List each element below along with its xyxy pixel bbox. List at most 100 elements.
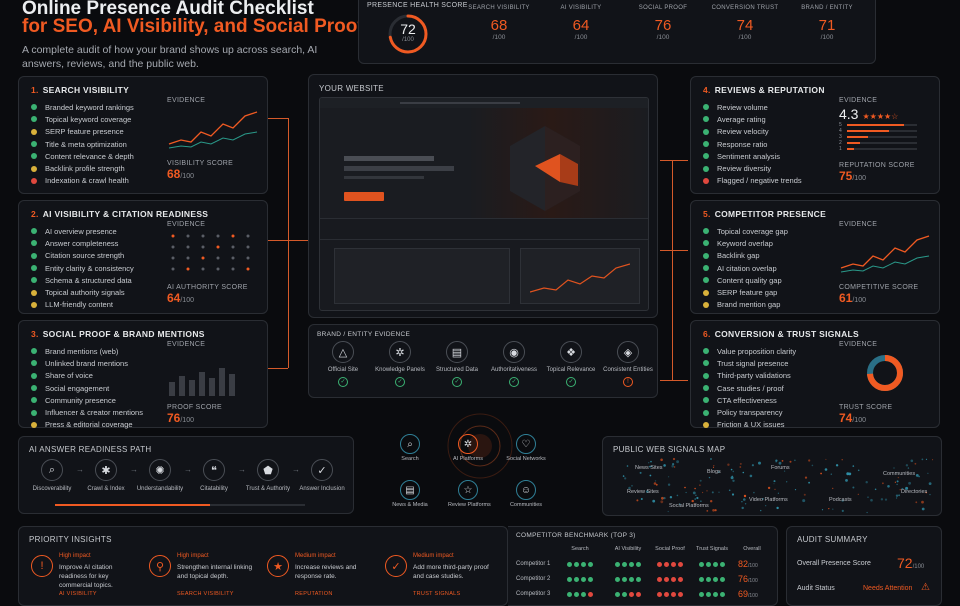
benchmark-dot <box>588 592 593 597</box>
path-step[interactable]: ❝ Citatability → <box>187 459 246 492</box>
checklist-item[interactable]: Branded keyword rankings <box>31 101 134 113</box>
path-step[interactable]: ✺ Understandability → <box>133 459 192 492</box>
warning-icon: ⚠ <box>921 582 930 593</box>
arrow-icon: → <box>238 465 246 474</box>
entity-item[interactable]: ◉ Authoritativeness ✓ <box>486 341 542 387</box>
audit-status-label: Audit Status <box>797 585 835 592</box>
checklist-item[interactable]: Topical keyword coverage <box>31 113 134 125</box>
checklist-item[interactable]: Friction & UX issues <box>703 419 796 431</box>
hub-node[interactable]: ☺ Communities <box>506 480 546 508</box>
checklist-item[interactable]: Review diversity <box>703 162 802 174</box>
checklist-item[interactable]: CTA effectiveness <box>703 394 796 406</box>
checklist-item[interactable]: Content relevance & depth <box>31 150 134 162</box>
checklist-item[interactable]: Unlinked brand mentions <box>31 357 143 369</box>
checklist-item[interactable]: Response ratio <box>703 138 802 150</box>
checklist-item[interactable]: SERP feature gap <box>703 286 788 298</box>
path-step[interactable]: ⬟ Trust & Authority → <box>241 459 300 492</box>
hub-node[interactable]: ☆ Review Platforms <box>448 480 491 508</box>
checklist-item[interactable]: Brand mentions (web) <box>31 345 143 357</box>
entity-item[interactable]: ❖ Topical Relevance ✓ <box>543 341 599 387</box>
signal-dot <box>654 480 657 482</box>
checklist-item-label: Friction & UX issues <box>717 420 785 430</box>
checklist-item[interactable]: Policy transparency <box>703 406 796 418</box>
readiness-progress-track <box>55 504 305 506</box>
health-item-label: BRAND / ENTITY <box>801 5 853 11</box>
path-step[interactable]: ✱ Crawl & Index → <box>79 459 138 492</box>
checklist-item[interactable]: Social engagement <box>31 382 143 394</box>
signal-dot <box>898 494 900 497</box>
checklist-item[interactable]: Third-party validations <box>703 370 796 382</box>
entity-item[interactable]: △ Official Site ✓ <box>315 341 371 387</box>
insight-icon: ! <box>31 555 53 577</box>
checklist-item[interactable]: Sentiment analysis <box>703 150 802 162</box>
hub-node[interactable]: ♡ Social Networks <box>506 434 546 462</box>
hub-node[interactable]: ▤ News & Media <box>390 480 430 508</box>
section-score: 64/100 <box>167 291 194 305</box>
checklist-item[interactable]: Backlink gap <box>703 250 788 262</box>
signal-dot <box>693 503 695 505</box>
insight-card[interactable]: ✓ Medium impact Add more third-party proof… <box>383 551 497 601</box>
benchmark-column-header: Trust Signals <box>696 546 728 552</box>
hub-node-label: AI Platforms <box>453 456 483 462</box>
checklist-item[interactable]: Influencer & creator mentions <box>31 406 143 418</box>
checklist-item[interactable]: Press & editorial coverage <box>31 419 143 431</box>
checklist-item[interactable]: Schema & structured data <box>31 274 134 286</box>
checklist-item[interactable]: Review velocity <box>703 126 802 138</box>
benchmark-dots <box>699 592 725 597</box>
checklist-item[interactable]: Share of voice <box>31 370 143 382</box>
entity-item[interactable]: ✲ Knowledge Panels ✓ <box>372 341 428 387</box>
signal-dot <box>714 509 717 512</box>
benchmark-dot <box>713 562 718 567</box>
checklist-item[interactable]: Value proposition clarity <box>703 345 796 357</box>
checklist-item[interactable]: Case studies / proof <box>703 382 796 394</box>
path-step[interactable]: ✓ Answer Inclusion <box>295 459 349 492</box>
health-item-value: 76 <box>654 17 672 34</box>
checklist-item[interactable]: Answer completeness <box>31 237 134 249</box>
benchmark-column-header: Overall <box>743 546 761 552</box>
s6-evidence: EVIDENCE TRUST SCORE 74/100 <box>839 341 931 425</box>
status-dot <box>31 228 37 235</box>
insight-card[interactable]: ★ Medium impact Increase reviews and respo… <box>265 551 379 601</box>
checklist-item[interactable]: AI citation overlap <box>703 262 788 274</box>
signal-dot <box>702 491 704 494</box>
signal-dot <box>691 499 694 503</box>
checklist-item[interactable]: Indexation & crawl health <box>31 175 134 187</box>
checklist-item[interactable]: Keyword overlap <box>703 237 788 249</box>
checklist-item[interactable]: AI overview presence <box>31 225 134 237</box>
checklist-item[interactable]: Backlink profile strength <box>31 162 134 174</box>
path-step[interactable]: ⌕ Discoverability → <box>25 459 84 492</box>
checklist-item[interactable]: Topical authority signals <box>31 286 134 298</box>
grid-dot <box>186 256 190 260</box>
insight-card[interactable]: ⚲ High impact Strengthen internal linking … <box>147 551 261 601</box>
average-rating: 4.3 ★★★★☆ <box>839 106 899 122</box>
checklist-item[interactable]: Brand mention gap <box>703 299 788 311</box>
checklist-item[interactable]: Flagged / negative trends <box>703 175 802 187</box>
hub-node[interactable]: ⌕ Search <box>390 434 430 462</box>
checklist-item[interactable]: LLM-friendly content <box>31 299 134 311</box>
health-score-of: /100 <box>402 37 414 43</box>
cta-button[interactable] <box>344 192 384 201</box>
signal-dot <box>700 500 702 502</box>
signal-dot <box>628 486 631 490</box>
insight-card[interactable]: ! High impact Improve AI citation readines… <box>29 551 143 601</box>
entity-item[interactable]: ◈ Consistent Entities! <box>600 341 656 387</box>
checklist-item[interactable]: Trust signal presence <box>703 357 796 369</box>
signal-dot <box>711 491 714 494</box>
entity-item[interactable]: ▤ Structured Data ✓ <box>429 341 485 387</box>
checklist-item[interactable]: Entity clarity & consistency <box>31 262 134 274</box>
checklist-item[interactable]: Review volume <box>703 101 802 113</box>
signal-dot <box>694 498 696 500</box>
checklist-item[interactable]: SERP feature presence <box>31 126 134 138</box>
website-trend-chart <box>530 263 630 293</box>
status-dot <box>31 385 37 392</box>
checklist-item[interactable]: Average rating <box>703 113 802 125</box>
checklist-item[interactable]: Topical coverage gap <box>703 225 788 237</box>
benchmark-dot <box>581 592 586 597</box>
checklist-item[interactable]: Citation source strength <box>31 250 134 262</box>
checklist-item-label: Press & editorial coverage <box>45 420 133 430</box>
benchmark-dot <box>567 577 572 582</box>
checklist-item[interactable]: Community presence <box>31 394 143 406</box>
hub-node[interactable]: ✲ AI Platforms <box>448 434 488 462</box>
checklist-item[interactable]: Content quality gap <box>703 274 788 286</box>
checklist-item[interactable]: Title & meta optimization <box>31 138 134 150</box>
